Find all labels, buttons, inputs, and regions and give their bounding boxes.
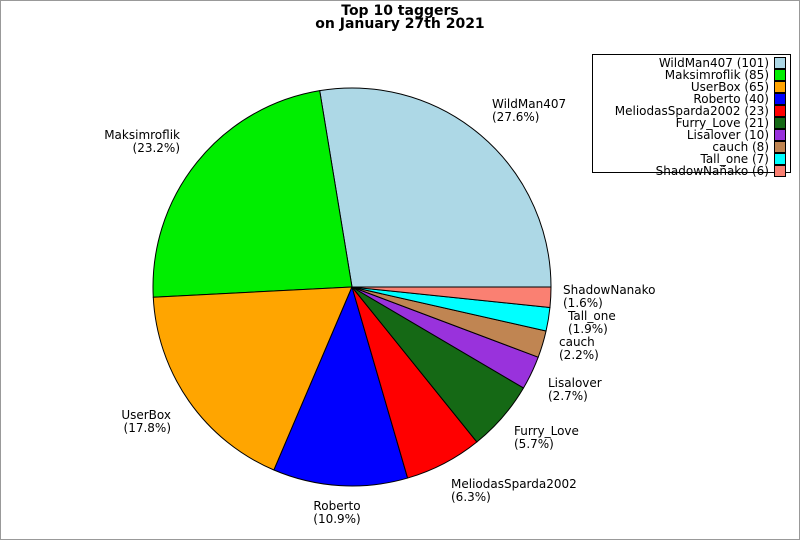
legend-row-Tall_one: Tall_one (7) — [595, 153, 786, 165]
pie-label-UserBox: UserBox (17.8%) — [121, 409, 171, 434]
pie-label-name: MeliodasSparda2002 — [451, 477, 577, 491]
legend-label: Tall_one (7) — [700, 151, 769, 166]
chart-title-line1: Top 10 taggers — [341, 3, 459, 19]
pie-label-pct: (6.3%) — [451, 489, 491, 504]
legend-label: Lisalover (10) — [686, 127, 769, 142]
pie-label-cauch: cauch (2.2%) — [559, 336, 599, 361]
legend-label: MeliodasSparda2002 (23) — [614, 103, 769, 118]
pie-label-pct: (2.7%) — [548, 388, 588, 403]
legend-swatch — [774, 105, 786, 117]
legend-row-Maksimroflik: Maksimroflik (85) — [595, 69, 786, 81]
legend-label: ShadowNañako (6) — [655, 163, 769, 178]
legend-swatch — [774, 81, 786, 93]
pie-slice-Maksimroflik — [152, 90, 353, 298]
pie-slice-ShadowNanako — [351, 286, 552, 308]
pie-label-name: Tall_one — [568, 309, 616, 323]
pie-label-Maksimroflik: Maksimroflik (23.2%) — [104, 129, 180, 154]
chart-title: Top 10 taggers on January 27th 2021 — [1, 3, 799, 32]
pie-label-pct: (1.6%) — [563, 295, 603, 310]
legend-swatch — [774, 117, 786, 129]
pie-label-name: WildMan407 — [492, 97, 567, 111]
pie-label-pct: (10.9%) — [313, 511, 361, 526]
legend-swatch — [774, 129, 786, 141]
legend-label: Roberto (40) — [693, 91, 769, 106]
pie-label-pct: (2.2%) — [559, 347, 599, 362]
pie-slice-WildMan407 — [319, 87, 552, 288]
legend-label: WildMan407 (101) — [658, 55, 769, 70]
pie-label-Furry_Love: Furry_Love (5.7%) — [514, 425, 579, 450]
pie-label-name: Furry_Love — [514, 424, 579, 438]
pie-label-name: UserBox — [121, 408, 171, 422]
pie-label-name: cauch — [559, 335, 595, 349]
pie-label-pct: (1.9%) — [568, 321, 608, 336]
pie-label-name: Lisalover — [548, 376, 602, 390]
pie-label-Tall_one: Tall_one (1.9%) — [568, 310, 616, 335]
pie-label-name: Roberto — [313, 499, 361, 513]
legend-swatch — [774, 57, 786, 69]
pie-label-name: Maksimroflik — [104, 128, 180, 142]
legend-swatch — [774, 69, 786, 81]
legend-swatch — [774, 153, 786, 165]
legend-row-MeliodasSparda2002: MeliodasSparda2002 (23) — [595, 105, 786, 117]
legend-label: Furry_Love (21) — [675, 115, 769, 130]
pie-slice-Roberto — [273, 286, 409, 487]
pie-label-name: ShadowNanako — [563, 283, 656, 297]
pie-label-ShadowNanako: ShadowNanako (1.6%) — [563, 284, 656, 309]
legend-row-cauch: cauch (8) — [595, 141, 786, 153]
legend-row-ShadowNanako: ShadowNañako (6) — [595, 165, 786, 177]
pie-label-pct: (23.2%) — [132, 140, 180, 155]
legend: WildMan407 (101) Maksimroflik (85) UserBox… — [592, 54, 791, 177]
legend-swatch — [774, 141, 786, 153]
legend-row-Roberto: Roberto (40) — [595, 93, 786, 105]
legend-label: cauch (8) — [712, 139, 769, 154]
pie-label-pct: (17.8%) — [123, 420, 171, 435]
chart-title-line2: on January 27th 2021 — [315, 15, 485, 32]
pie-slice-UserBox — [152, 286, 353, 471]
pie-label-WildMan407: WildMan407 (27.6%) — [492, 98, 566, 123]
pie-label-Roberto: Roberto (10.9%) — [313, 500, 360, 525]
legend-row-WildMan407: WildMan407 (101) — [595, 57, 786, 69]
legend-row-Lisalover: Lisalover (10) — [595, 129, 786, 141]
legend-row-Furry_Love: Furry_Love (21) — [595, 117, 786, 129]
legend-swatch — [774, 93, 786, 105]
legend-swatch — [774, 165, 786, 177]
pie-label-pct: (27.6%) — [492, 109, 540, 124]
legend-label: Maksimroflik (85) — [664, 67, 769, 82]
legend-label: UserBox (65) — [690, 79, 769, 94]
pie-label-MeliodasSparda2002: MeliodasSparda2002 (6.3%) — [451, 478, 577, 503]
pie-label-Lisalover: Lisalover (2.7%) — [548, 377, 602, 402]
pie-label-pct: (5.7%) — [514, 436, 554, 451]
legend-row-UserBox: UserBox (65) — [595, 81, 786, 93]
